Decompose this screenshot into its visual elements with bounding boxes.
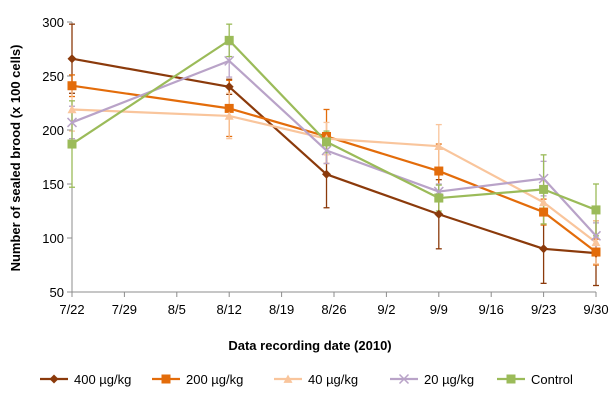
y-ticks: 50 100 150 200 250 300	[42, 15, 72, 300]
data-point	[434, 209, 444, 219]
data-point	[591, 247, 601, 257]
series-line	[71, 108, 597, 244]
data-point	[224, 35, 234, 45]
x-tick-label: 8/5	[168, 302, 186, 317]
series-markers	[66, 35, 602, 258]
series-line	[71, 84, 597, 253]
data-point	[539, 197, 549, 207]
x-tick-label: 9/30	[583, 302, 608, 317]
data-point	[539, 244, 549, 254]
x-tick-label: 9/16	[479, 302, 504, 317]
data-point	[321, 145, 332, 156]
data-point	[538, 173, 549, 184]
x-tick-label: 9/23	[531, 302, 556, 317]
data-point	[591, 237, 601, 247]
x-ticks: 7/22 7/29 8/5 8/12 8/19 8/26 9/2 9/9 9/16 9/23 9/3…	[59, 292, 609, 317]
data-point	[434, 166, 444, 176]
data-point	[434, 141, 444, 151]
data-point	[322, 137, 332, 147]
x-axis-title: Data recording date (2010)	[228, 338, 391, 353]
data-point	[539, 207, 549, 217]
y-tick-label: 50	[50, 285, 64, 300]
data-point	[67, 139, 77, 149]
legend-label: 20 µg/kg	[424, 372, 474, 387]
y-tick-label: 100	[42, 231, 64, 246]
y-tick-label: 200	[42, 123, 64, 138]
y-tick-label: 250	[42, 69, 64, 84]
series-line	[71, 39, 597, 211]
legend-swatch-marker	[161, 374, 171, 384]
data-point	[591, 205, 601, 215]
y-axis-title: Number of sealed brood (x 100 cells)	[8, 45, 23, 272]
data-point	[322, 169, 332, 179]
data-point	[224, 111, 234, 120]
x-tick-label: 9/9	[430, 302, 448, 317]
series-lines	[71, 39, 597, 255]
series-line	[71, 59, 597, 237]
y-tick-label: 300	[42, 15, 64, 30]
x-tick-label: 7/29	[112, 302, 137, 317]
legend-swatch-marker	[398, 373, 410, 385]
data-point	[66, 117, 78, 128]
data-point	[539, 184, 549, 194]
legend-swatch-marker	[506, 374, 516, 384]
error-bars	[69, 23, 599, 287]
x-tick-label: 7/22	[59, 302, 84, 317]
legend-item: 40 µg/kg	[274, 372, 358, 387]
data-point	[224, 55, 235, 66]
legend-label: 200 µg/kg	[186, 372, 243, 387]
legend-item: 200 µg/kg	[152, 372, 243, 387]
axes	[71, 22, 596, 293]
data-point	[67, 54, 77, 64]
data-point	[590, 230, 602, 241]
data-point	[67, 104, 77, 114]
x-tick-label: 8/26	[321, 302, 346, 317]
data-point	[67, 81, 77, 91]
x-tick-label: 8/12	[217, 302, 242, 317]
legend-label: 400 µg/kg	[74, 372, 131, 387]
x-tick-label: 9/2	[377, 302, 395, 317]
data-point	[434, 193, 444, 203]
data-point	[224, 82, 234, 92]
data-point	[224, 103, 234, 113]
legend: 400 µg/kg 200 µg/kg 40 µg/kg 20 µg/kg Contro…	[40, 372, 573, 387]
x-tick-label: 8/19	[269, 302, 294, 317]
y-tick-label: 150	[42, 177, 64, 192]
legend-item: Control	[497, 372, 573, 387]
series-line	[71, 57, 597, 255]
legend-label: 40 µg/kg	[308, 372, 358, 387]
legend-swatch-marker	[49, 374, 59, 384]
legend-label: Control	[531, 372, 573, 387]
legend-swatch-marker	[283, 374, 293, 383]
legend-item: 400 µg/kg	[40, 372, 131, 387]
legend-item: 20 µg/kg	[390, 372, 474, 387]
